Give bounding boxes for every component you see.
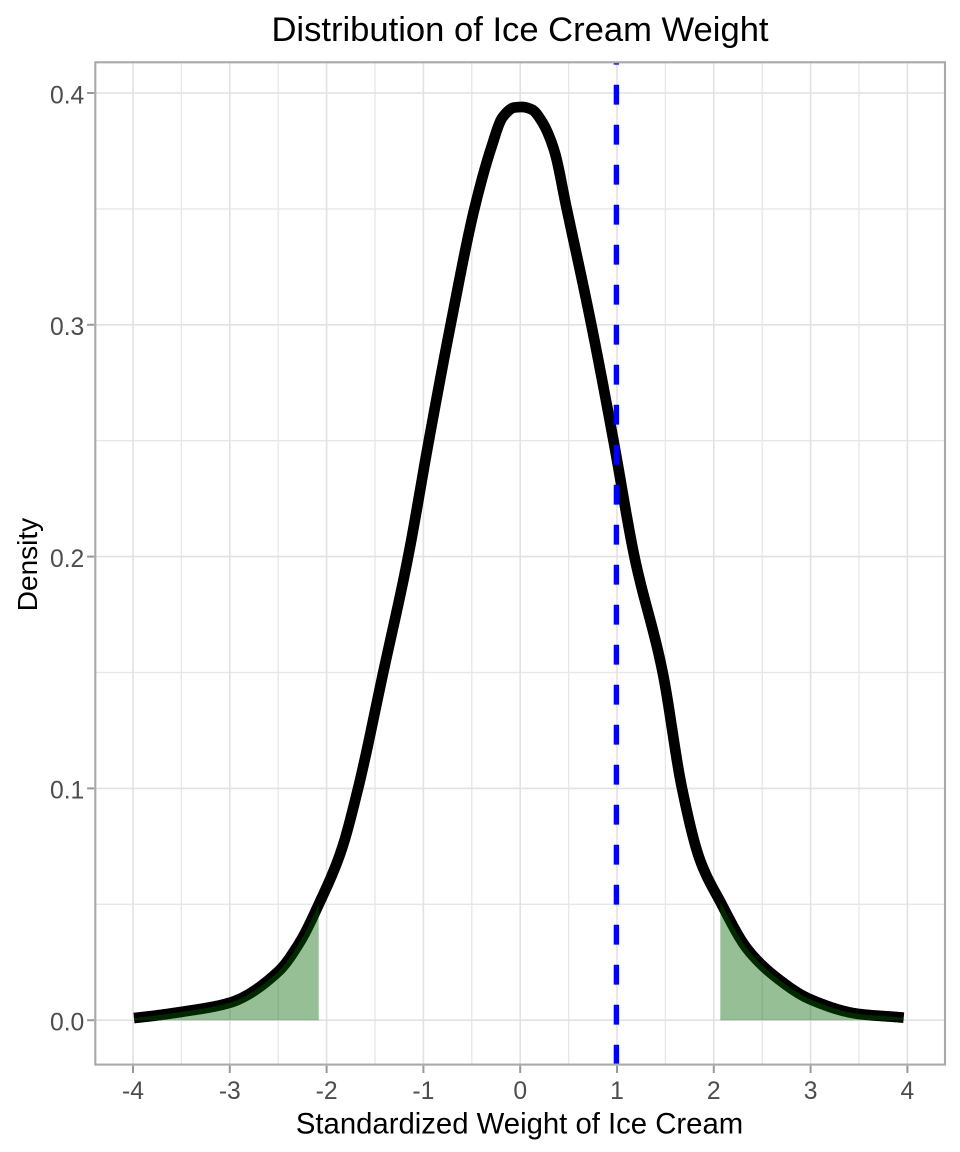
svg-text:-1: -1 [412, 1078, 434, 1105]
svg-text:Standardized Weight of Ice Cre: Standardized Weight of Ice Cream [296, 1107, 743, 1140]
svg-text:0.0: 0.0 [50, 1010, 84, 1037]
svg-text:0.2: 0.2 [50, 546, 84, 573]
svg-text:-4: -4 [122, 1078, 144, 1105]
svg-text:0.3: 0.3 [50, 314, 84, 341]
svg-text:2: 2 [707, 1078, 721, 1105]
svg-text:-2: -2 [316, 1078, 338, 1105]
svg-text:0.4: 0.4 [50, 82, 84, 109]
svg-text:0: 0 [513, 1078, 527, 1105]
svg-text:Distribution of Ice Cream Weig: Distribution of Ice Cream Weight [271, 11, 768, 49]
svg-text:Density: Density [12, 518, 43, 611]
svg-text:3: 3 [804, 1078, 818, 1105]
svg-text:-3: -3 [219, 1078, 241, 1105]
svg-text:0.1: 0.1 [50, 778, 84, 805]
svg-text:4: 4 [901, 1078, 915, 1105]
svg-text:1: 1 [610, 1078, 624, 1105]
